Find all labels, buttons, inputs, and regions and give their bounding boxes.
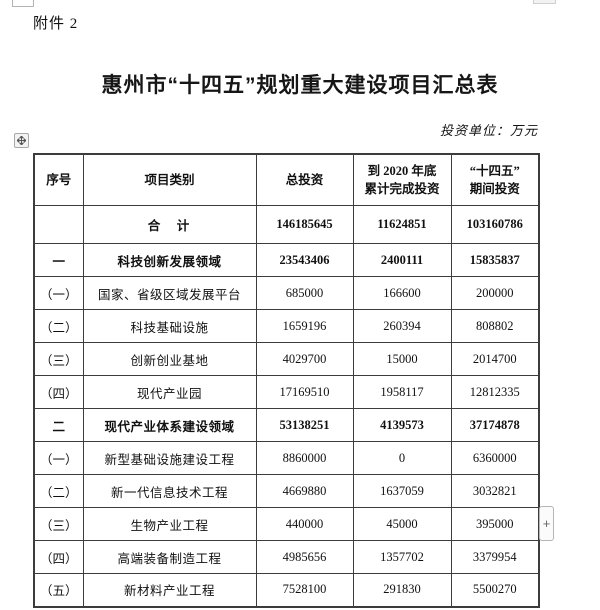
cell-period-investment: 15835837 [450, 243, 540, 277]
cell-category: 合 计 [82, 205, 257, 244]
cell-completed-2020: 1958117 [352, 375, 452, 409]
header-period-investment: “十四五” 期间投资 [450, 153, 540, 206]
move-arrows-icon [17, 136, 26, 145]
table-row: （三） 创新创业基地 4029700 15000 2014700 [33, 342, 540, 376]
investment-unit-note: 投资单位：万元 [439, 123, 538, 138]
cell-completed-2020: 11624851 [352, 205, 452, 244]
cell-serial: （五） [33, 573, 84, 607]
header-serial: 序号 [33, 153, 84, 206]
cell-period-investment: 37174878 [450, 408, 540, 442]
cell-period-investment: 6360000 [450, 441, 540, 475]
cell-total-investment: 146185645 [255, 205, 354, 244]
cut-off-widget-top-left [12, 0, 34, 7]
table-row-total: 合 计 146185645 11624851 103160786 [33, 205, 540, 244]
cell-serial: （二） [33, 309, 84, 343]
table-row-section-2: 二 现代产业体系建设领域 53138251 4139573 37174878 [33, 408, 540, 442]
table-row: （五） 新材料产业工程 7528100 291830 5500270 [33, 573, 540, 607]
cell-total-investment: 4985656 [255, 540, 354, 574]
cell-total-investment: 17169510 [255, 375, 354, 409]
cell-completed-2020: 4139573 [352, 408, 452, 442]
table-row: （一） 新型基础设施建设工程 8860000 0 6360000 [33, 441, 540, 475]
cell-category: 国家、省级区域发展平台 [82, 276, 257, 310]
cell-category: 新一代信息技术工程 [82, 474, 257, 508]
cell-total-investment: 8860000 [255, 441, 354, 475]
plus-handle-button[interactable]: + [539, 506, 554, 541]
cell-period-investment: 3032821 [450, 474, 540, 508]
table-move-handle[interactable] [14, 133, 29, 148]
cell-category: 生物产业工程 [82, 507, 257, 541]
cell-period-investment: 12812335 [450, 375, 540, 409]
cell-completed-2020: 45000 [352, 507, 452, 541]
cell-serial: 一 [33, 243, 84, 277]
cell-total-investment: 1659196 [255, 309, 354, 343]
table-row: （三） 生物产业工程 440000 45000 395000 [33, 507, 540, 541]
cell-serial: （三） [33, 342, 84, 376]
cell-serial: （二） [33, 474, 84, 508]
summary-table: 序号 项目类别 总投资 到 2020 年底 累计完成投资 “十四五” 期间投资 … [33, 153, 540, 608]
cell-category: 新材料产业工程 [82, 573, 257, 607]
cell-total-investment: 7528100 [255, 573, 354, 607]
cell-serial: 二 [33, 408, 84, 442]
cell-total-investment: 53138251 [255, 408, 354, 442]
cell-period-investment: 3379954 [450, 540, 540, 574]
cell-period-investment: 103160786 [450, 205, 540, 244]
cell-category: 高端装备制造工程 [82, 540, 257, 574]
cell-serial: （四） [33, 375, 84, 409]
cell-period-investment: 5500270 [450, 573, 540, 607]
cell-completed-2020: 1637059 [352, 474, 452, 508]
cell-total-investment: 4029700 [255, 342, 354, 376]
table-header-row: 序号 项目类别 总投资 到 2020 年底 累计完成投资 “十四五” 期间投资 [33, 153, 540, 206]
cell-completed-2020: 291830 [352, 573, 452, 607]
cell-category: 现代产业园 [82, 375, 257, 409]
cell-serial: （一） [33, 276, 84, 310]
cell-total-investment: 23543406 [255, 243, 354, 277]
plus-icon: + [542, 516, 551, 531]
table-row: （二） 新一代信息技术工程 4669880 1637059 3032821 [33, 474, 540, 508]
cell-completed-2020: 1357702 [352, 540, 452, 574]
attachment-label: 附件 2 [33, 16, 79, 32]
header-completed-by-2020: 到 2020 年底 累计完成投资 [352, 153, 452, 206]
cell-period-investment: 395000 [450, 507, 540, 541]
cell-category: 创新创业基地 [82, 342, 257, 376]
cell-serial: （三） [33, 507, 84, 541]
table-row: （四） 现代产业园 17169510 1958117 12812335 [33, 375, 540, 409]
cell-category: 科技创新发展领域 [82, 243, 257, 277]
cell-total-investment: 440000 [255, 507, 354, 541]
table-row: （四） 高端装备制造工程 4985656 1357702 3379954 [33, 540, 540, 574]
cell-completed-2020: 0 [352, 441, 452, 475]
cell-total-investment: 4669880 [255, 474, 354, 508]
cell-completed-2020: 260394 [352, 309, 452, 343]
page-title: 惠州市“十四五”规划重大建设项目汇总表 [101, 74, 499, 97]
cell-serial: （四） [33, 540, 84, 574]
cell-period-investment: 2014700 [450, 342, 540, 376]
cell-total-investment: 685000 [255, 276, 354, 310]
cell-serial: （一） [33, 441, 84, 475]
cell-period-investment: 808802 [450, 309, 540, 343]
header-category: 项目类别 [82, 153, 257, 206]
table-row: （二） 科技基础设施 1659196 260394 808802 [33, 309, 540, 343]
cell-period-investment: 200000 [450, 276, 540, 310]
cell-serial [33, 205, 84, 244]
cell-completed-2020: 2400111 [352, 243, 452, 277]
cell-completed-2020: 15000 [352, 342, 452, 376]
table-row-section-1: 一 科技创新发展领域 23543406 2400111 15835837 [33, 243, 540, 277]
table-row: （一） 国家、省级区域发展平台 685000 166600 200000 [33, 276, 540, 310]
cell-category: 科技基础设施 [82, 309, 257, 343]
cell-category: 新型基础设施建设工程 [82, 441, 257, 475]
cut-off-widget-top-right [533, 0, 556, 4]
cell-category: 现代产业体系建设领域 [82, 408, 257, 442]
header-total-investment: 总投资 [255, 153, 354, 206]
cell-completed-2020: 166600 [352, 276, 452, 310]
